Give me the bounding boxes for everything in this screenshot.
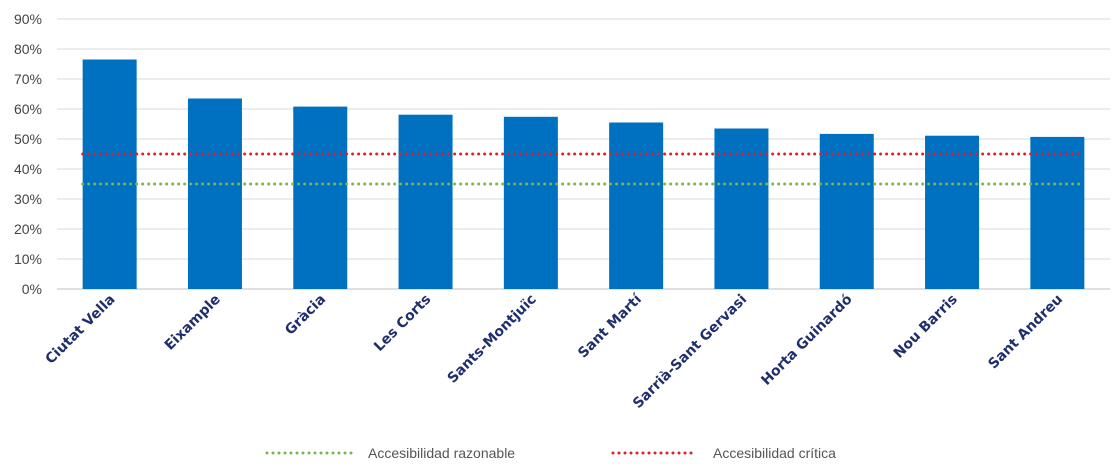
- reference-lines: [81, 152, 1086, 186]
- category-label: Sant Martí: [575, 291, 646, 362]
- bar: [293, 106, 348, 289]
- legend-label-critical: Accesibilidad crítica: [713, 445, 836, 461]
- bar: [819, 133, 874, 289]
- bars: [82, 59, 1085, 289]
- bar: [1030, 136, 1085, 289]
- legend-label-reasonable: Accesibilidad razonable: [368, 445, 515, 461]
- bar: [503, 116, 558, 289]
- bar: [82, 59, 137, 289]
- y-tick-label: 70%: [14, 71, 42, 87]
- category-label: Sarrià-Sant Gervasi: [630, 292, 750, 412]
- category-label: Les Corts: [371, 292, 434, 355]
- y-tick-label: 0%: [22, 281, 42, 297]
- bar: [925, 135, 980, 289]
- y-tick-label: 60%: [14, 101, 42, 117]
- category-label: Eixample: [162, 292, 224, 354]
- y-tick-label: 20%: [14, 221, 42, 237]
- bar: [714, 128, 769, 289]
- y-tick-label: 10%: [14, 251, 42, 267]
- y-axis-tick-labels: 0% 10% 20% 30% 40% 50% 60% 70% 80% 90%: [14, 11, 42, 297]
- category-label: Nou Barris: [891, 292, 961, 362]
- category-label: Horta Guinardó: [758, 291, 855, 388]
- bar: [187, 98, 242, 289]
- category-label: Gràcia: [282, 292, 329, 339]
- y-tick-label: 90%: [14, 11, 42, 27]
- legend: Accesibilidad razonable Accesibilidad cr…: [265, 445, 836, 461]
- y-tick-label: 40%: [14, 161, 42, 177]
- category-labels: Ciutat Vella Eixample Gràcia Les Corts Sants…: [43, 291, 1067, 412]
- y-tick-label: 50%: [14, 131, 42, 147]
- bar: [609, 122, 664, 289]
- y-tick-label: 80%: [14, 41, 42, 57]
- y-tick-label: 30%: [14, 191, 42, 207]
- category-label: Sants-Montjuïc: [445, 292, 540, 387]
- category-label: Sant Andreu: [985, 292, 1066, 373]
- category-label: Ciutat Vella: [43, 292, 119, 368]
- bar: [398, 114, 453, 289]
